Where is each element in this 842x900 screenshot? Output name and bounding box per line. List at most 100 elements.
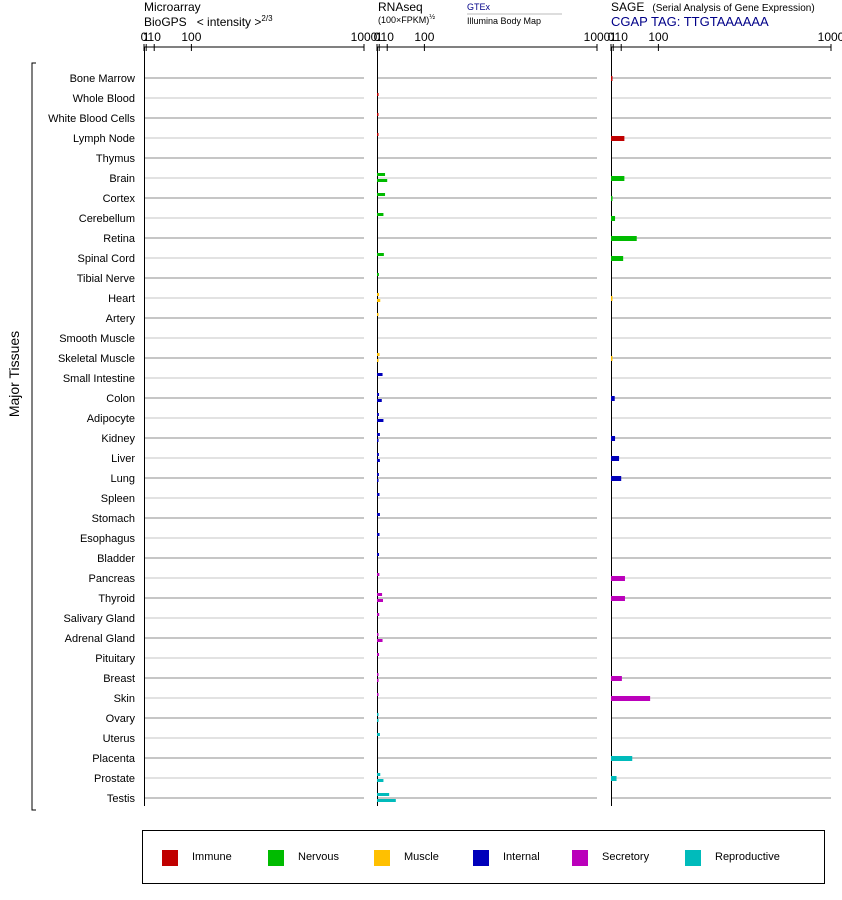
microarray-subtitle: BioGPS < intensity >2/3 [144, 14, 273, 29]
row-label: Bladder [97, 553, 135, 565]
group-label: Major Tissues [6, 331, 22, 417]
row-label: Salivary Gland [63, 613, 135, 625]
group-bracket [31, 62, 36, 811]
bar-sage-sage [611, 216, 616, 221]
tick-label-microarray: 1 [143, 30, 150, 44]
row-label: Thyroid [98, 593, 135, 605]
tick-label-microarray: 10 [148, 30, 162, 44]
legend-swatch-reproductive [685, 850, 701, 866]
row-label: Testis [107, 793, 136, 805]
bar-rnaseq-gtex [377, 633, 379, 636]
bar-rnaseq-gtex [377, 113, 379, 116]
row-label: Skin [114, 693, 135, 705]
bar-rnaseq-gtex [377, 533, 380, 536]
legend-swatch-internal [473, 850, 489, 866]
bar-sage-sage [611, 756, 633, 761]
rnaseq-title: RNAseq [378, 0, 423, 14]
bar-sage-sage [611, 136, 625, 141]
bar-rnaseq-gtex [377, 413, 379, 416]
legend-swatch-nervous [268, 850, 284, 866]
tick-label-rnaseq: 0 [374, 30, 381, 44]
row-label: Pituitary [95, 653, 135, 665]
bar-rnaseq-illumina-body-map [377, 299, 381, 302]
row-label: Spinal Cord [78, 253, 135, 265]
bar-sage-sage [611, 476, 622, 481]
legend-label-immune: Immune [192, 851, 232, 863]
bar-rnaseq-gtex [377, 93, 379, 96]
tick-label-sage: 100 [648, 30, 668, 44]
microarray-subtitle-text: BioGPS < intensity > [144, 15, 262, 29]
row-label: Whole Blood [73, 93, 135, 105]
bar-rnaseq-illumina-body-map [377, 439, 379, 442]
bar-sage-sage [611, 776, 617, 781]
bar-sage-sage [611, 196, 613, 201]
row-label: Colon [106, 393, 135, 405]
row-label: Artery [106, 313, 136, 325]
sage-title-sub: (Serial Analysis of Gene Expression) [652, 3, 815, 14]
row-label: Smooth Muscle [59, 333, 135, 345]
bar-rnaseq-gtex [377, 693, 379, 696]
legend-label-internal: Internal [503, 851, 540, 863]
bar-rnaseq-illumina-body-map [377, 179, 388, 182]
bar-sage-sage [611, 236, 637, 241]
bar-rnaseq-gtex [377, 453, 379, 456]
bar-rnaseq-gtex [377, 213, 384, 216]
bar-rnaseq-gtex [377, 313, 379, 316]
bar-rnaseq-illumina-body-map [377, 479, 379, 482]
bar-rnaseq-gtex [377, 713, 379, 716]
row-label: White Blood Cells [48, 113, 135, 125]
bar-sage-sage [611, 396, 615, 401]
bar-sage-sage [611, 296, 613, 301]
row-label: Small Intestine [63, 373, 135, 385]
tick-label-sage: 1 [610, 30, 617, 44]
row-label: Cerebellum [79, 213, 135, 225]
legend-swatch-muscle [374, 850, 390, 866]
bar-rnaseq-gtex [377, 193, 386, 196]
row-label: Skeletal Muscle [58, 353, 135, 365]
bar-sage-sage [611, 696, 651, 701]
rnaseq-exponent: ½ [429, 14, 436, 21]
legend-swatch-immune [162, 850, 178, 866]
illumina-source-label: Illumina Body Map [467, 16, 542, 26]
bar-rnaseq-illumina-body-map [377, 459, 380, 462]
bar-rnaseq-gtex [377, 173, 386, 176]
bar-sage-sage [611, 576, 625, 581]
row-label: Thymus [96, 153, 136, 165]
row-label: Adipocyte [87, 413, 135, 425]
bar-sage-sage [611, 356, 613, 361]
tick-label-sage: 0 [608, 30, 615, 44]
bar-rnaseq-gtex [377, 293, 380, 296]
bar-rnaseq-illumina-body-map [377, 639, 383, 642]
row-label: Brain [109, 173, 135, 185]
legend-label-muscle: Muscle [404, 851, 439, 863]
bar-rnaseq-gtex [377, 273, 379, 276]
bar-rnaseq-gtex [377, 373, 383, 376]
legend-label-nervous: Nervous [298, 851, 339, 863]
row-label: Pancreas [89, 573, 136, 585]
bar-rnaseq-gtex [377, 393, 380, 396]
row-label: Stomach [92, 513, 135, 525]
bar-sage-sage [611, 596, 625, 601]
row-label: Heart [108, 293, 135, 305]
row-label: Prostate [94, 773, 135, 785]
bar-rnaseq-gtex [377, 493, 380, 496]
bar-rnaseq-gtex [377, 573, 380, 576]
microarray-title: Microarray [144, 0, 201, 14]
tick-label-rnaseq: 100 [414, 30, 434, 44]
row-label: Bone Marrow [70, 73, 135, 85]
tick-label-sage: 10 [615, 30, 629, 44]
row-label: Cortex [103, 193, 136, 205]
row-label: Tibial Nerve [77, 273, 135, 285]
bar-sage-sage [611, 456, 620, 461]
row-label: Spleen [101, 493, 135, 505]
tick-label-sage: 1000 [818, 30, 842, 44]
bar-rnaseq-illumina-body-map [377, 419, 384, 422]
bar-rnaseq-gtex [377, 513, 380, 516]
row-label: Uterus [103, 733, 136, 745]
bar-rnaseq-gtex [377, 793, 390, 796]
row-label: Lymph Node [73, 133, 135, 145]
bar-rnaseq-gtex [377, 473, 379, 476]
tick-label-rnaseq: 10 [381, 30, 395, 44]
row-label: Liver [111, 453, 135, 465]
